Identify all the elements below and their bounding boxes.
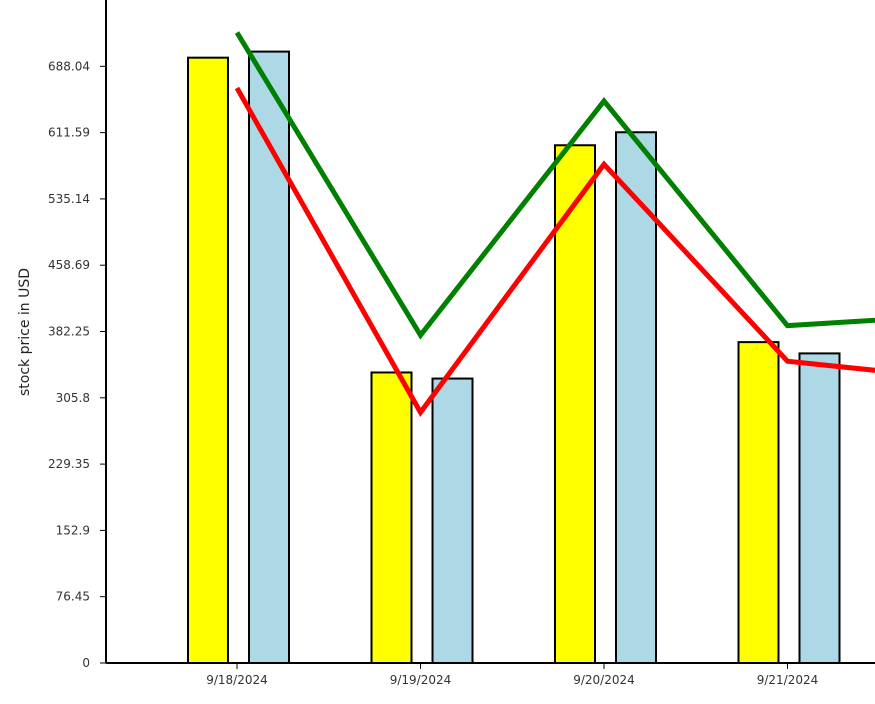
y-axis-ticks: 0 76.45 152.9 229.35 305.8 382.25 458.69 535.14… bbox=[48, 59, 106, 670]
bar-series-1 bbox=[554, 144, 596, 665]
bar-series-2 bbox=[798, 352, 841, 664]
bar-series-1 bbox=[737, 341, 780, 664]
line-series-4 bbox=[234, 86, 875, 417]
y-tick-label: 229.35 bbox=[48, 457, 90, 471]
bar-series-1 bbox=[187, 56, 229, 665]
y-tick-label: 688.04 bbox=[48, 59, 90, 73]
x-tick-label: 9/19/2024 bbox=[390, 673, 452, 687]
y-tick-label: 535.14 bbox=[48, 192, 90, 206]
y-tick-label: 382.25 bbox=[48, 325, 90, 339]
y-tick-label: 458.69 bbox=[48, 258, 90, 272]
bar-series-1 bbox=[370, 371, 413, 664]
y-tick-label: 0 bbox=[82, 656, 90, 670]
bar-series-2 bbox=[431, 377, 474, 664]
x-tick-label: 9/21/2024 bbox=[757, 673, 819, 687]
y-tick-label: 152.9 bbox=[56, 523, 90, 537]
line-series-3 bbox=[234, 31, 875, 340]
y-tick-label: 305.8 bbox=[56, 391, 90, 405]
y-tick-label: 76.45 bbox=[56, 590, 90, 604]
y-axis-title: stock price in USD bbox=[17, 268, 33, 396]
x-tick-label: 9/18/2024 bbox=[206, 673, 268, 687]
y-tick-label: 611.59 bbox=[48, 126, 90, 140]
lines-layer bbox=[234, 31, 875, 417]
x-axis-ticks: 9/18/20249/19/20249/20/20249/21/20249/22… bbox=[206, 663, 819, 687]
bar-series-2 bbox=[248, 50, 290, 664]
x-tick-label: 9/20/2024 bbox=[573, 673, 635, 687]
bars-layer bbox=[187, 50, 841, 665]
